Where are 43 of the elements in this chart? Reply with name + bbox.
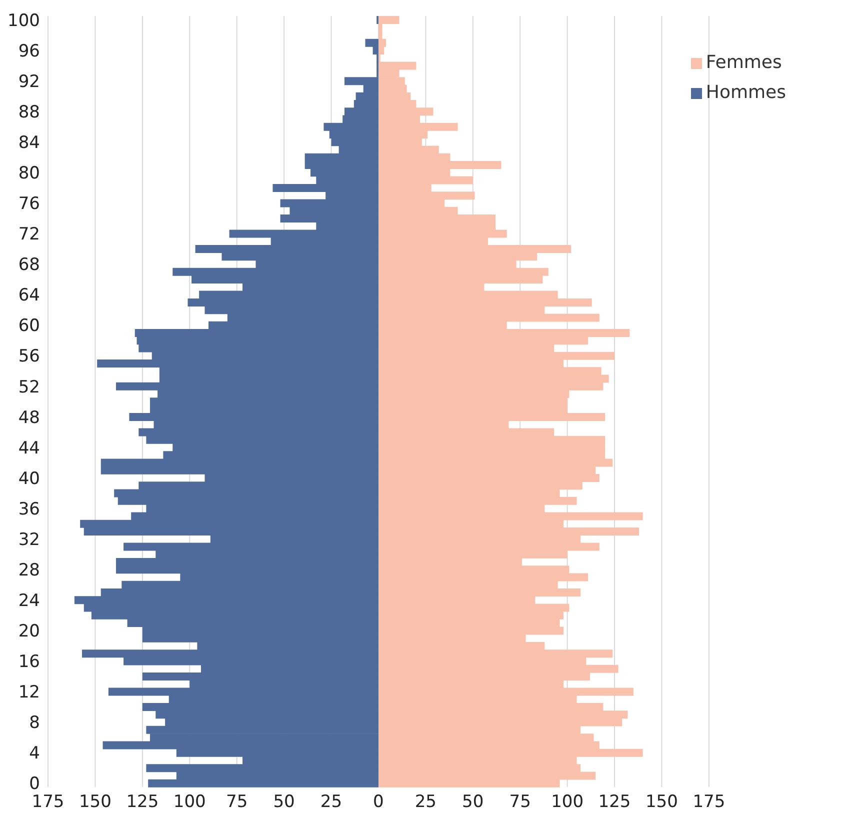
x-tick-label: 150 (78, 792, 112, 812)
y-tick-label: 96 (18, 41, 40, 62)
x-tick-label: 50 (462, 792, 484, 812)
x-tick-label: 175 (32, 792, 64, 812)
y-tick-label: 32 (18, 530, 40, 550)
y-tick-label: 4 (29, 744, 40, 764)
x-tick-label: 75 (509, 792, 531, 812)
y-tick-label: 8 (29, 713, 40, 734)
y-tick-label: 80 (18, 164, 40, 184)
x-tick-label: 100 (173, 792, 206, 812)
x-tick-label: 125 (126, 792, 159, 812)
y-tick-label: 0 (29, 774, 40, 794)
y-tick-label: 92 (18, 72, 40, 92)
x-tick-label: 175 (692, 792, 726, 812)
y-tick-label: 48 (18, 408, 40, 428)
y-tick-label: 68 (18, 255, 40, 276)
y-tick-label: 76 (18, 194, 40, 214)
x-tick-label: 50 (273, 792, 295, 812)
x-tick-label: 25 (414, 792, 436, 812)
y-tick-label: 40 (18, 468, 40, 489)
x-tick-label: 150 (645, 792, 678, 812)
y-tick-label: 64 (18, 286, 40, 306)
x-tick-label: 100 (551, 792, 584, 812)
y-tick-label: 44 (18, 438, 40, 458)
y-tick-label: 24 (18, 591, 40, 612)
y-tick-label: 28 (18, 560, 40, 580)
y-tick-label: 36 (18, 499, 40, 520)
x-tick-label: 75 (226, 792, 248, 812)
y-tick-label: 56 (18, 346, 40, 367)
x-tick-label: 25 (320, 792, 342, 812)
y-tick-label: 20 (18, 622, 40, 642)
legend-label: Femmes (706, 52, 782, 73)
y-tick-label: 52 (18, 377, 40, 398)
y-tick-label: 12 (18, 682, 40, 703)
y-tick-label: 16 (18, 652, 40, 672)
legend-label: Hommes (706, 82, 786, 103)
y-tick-label: 60 (18, 316, 40, 336)
x-tick-label: 125 (598, 792, 631, 812)
y-tick-label: 84 (18, 132, 40, 153)
y-tick-label: 72 (18, 224, 40, 245)
y-tick-label: 100 (8, 10, 40, 31)
y-tick-label: 88 (18, 102, 40, 122)
x-tick-label: 0 (373, 792, 384, 812)
